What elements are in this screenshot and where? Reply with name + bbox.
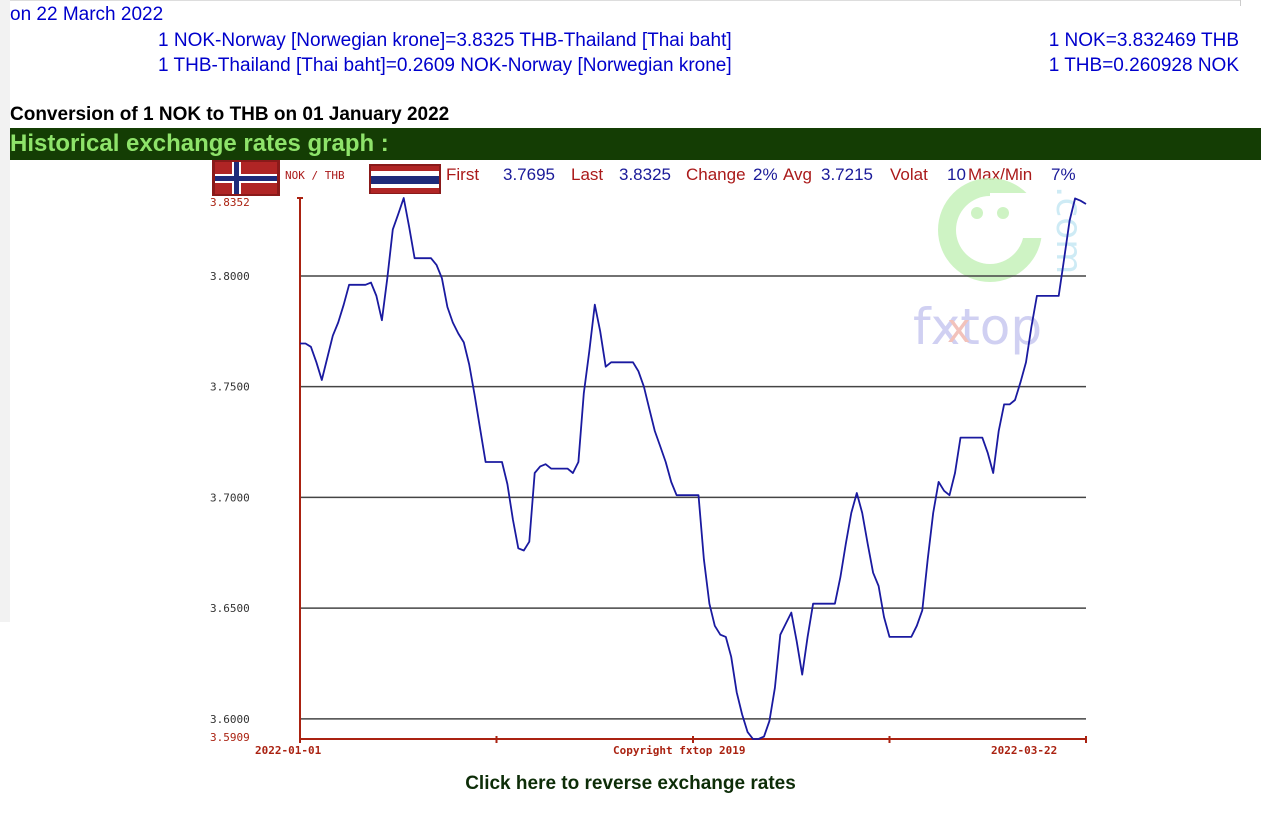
- stat-first-value: 3.7695: [503, 165, 555, 184]
- x-axis-label-1: Copyright fxtop 2019: [613, 744, 745, 757]
- stat-avg-value: 3.7215: [821, 165, 873, 184]
- chart-gridlines: [300, 275, 1086, 720]
- y-tick-label-4: 3.6500: [210, 602, 250, 615]
- rate-thb-nok-short: 1 THB=0.260928 NOK: [1048, 55, 1239, 76]
- y-tick-label-2: 3.7500: [210, 381, 250, 394]
- rate-date: on 22 March 2022: [10, 4, 164, 25]
- series-line-nok-thb: [300, 197, 1087, 740]
- reverse-rates-link[interactable]: Click here to reverse exchange rates: [465, 773, 796, 794]
- pair-label: NOK / THB: [285, 169, 345, 182]
- norway-flag-icon: [212, 160, 280, 196]
- x-axis-labels: 2022-01-01 Copyright fxtop 2019 2022-03-22: [255, 744, 1057, 757]
- x-axis-label-2: 2022-03-22: [991, 744, 1057, 757]
- y-tick-label-6: 3.5909: [210, 731, 250, 744]
- stat-change-label: Change: [686, 165, 746, 184]
- history-title: Historical exchange rates graph :: [10, 130, 389, 157]
- thailand-flag-icon: [369, 164, 441, 194]
- top-divider: [10, 0, 1241, 1]
- stat-volat-label: Volat: [890, 165, 928, 184]
- y-tick-label-5: 3.6000: [210, 713, 250, 726]
- stat-maxmin-value: 7%: [1051, 165, 1076, 184]
- x-axis-label-0: 2022-01-01: [255, 744, 322, 757]
- stat-first-label: First: [446, 165, 479, 184]
- exchange-rate-chart[interactable]: NOK / THB First 3.7695 Last 3.8325 Chang…: [205, 158, 1090, 758]
- y-tick-label-3: 3.7000: [210, 491, 250, 504]
- left-margin-strip: [0, 0, 10, 622]
- chart-axes: [297, 197, 1087, 743]
- y-tick-label-0: 3.8352: [210, 196, 250, 209]
- conversion-title: Conversion of 1 NOK to THB on 01 January…: [10, 104, 450, 125]
- watermark-text: fxtop: [913, 298, 1042, 356]
- y-tick-label-1: 3.8000: [210, 270, 250, 283]
- stat-last-value: 3.8325: [619, 165, 671, 184]
- rate-nok-thb-long: 1 NOK-Norway [Norwegian krone]=3.8325 TH…: [158, 30, 732, 51]
- right-edge-divider: [1240, 0, 1241, 6]
- rate-nok-thb-short: 1 NOK=3.832469 THB: [1048, 30, 1239, 51]
- stat-avg-label: Avg: [783, 165, 812, 184]
- history-title-bar: Historical exchange rates graph :: [10, 128, 1261, 160]
- watermark-x-mark: x: [947, 306, 971, 352]
- y-axis-ticks: 3.8352 3.8000 3.7500 3.7000 3.6500 3.6000 3.59…: [210, 196, 250, 744]
- stat-change-value: 2%: [753, 165, 778, 184]
- stat-volat-value: 10: [947, 165, 966, 184]
- stat-last-label: Last: [571, 165, 603, 184]
- rate-thb-nok-long: 1 THB-Thailand [Thai baht]=0.2609 NOK-No…: [158, 55, 732, 76]
- fxtop-watermark: fxtop x .com: [913, 178, 1089, 356]
